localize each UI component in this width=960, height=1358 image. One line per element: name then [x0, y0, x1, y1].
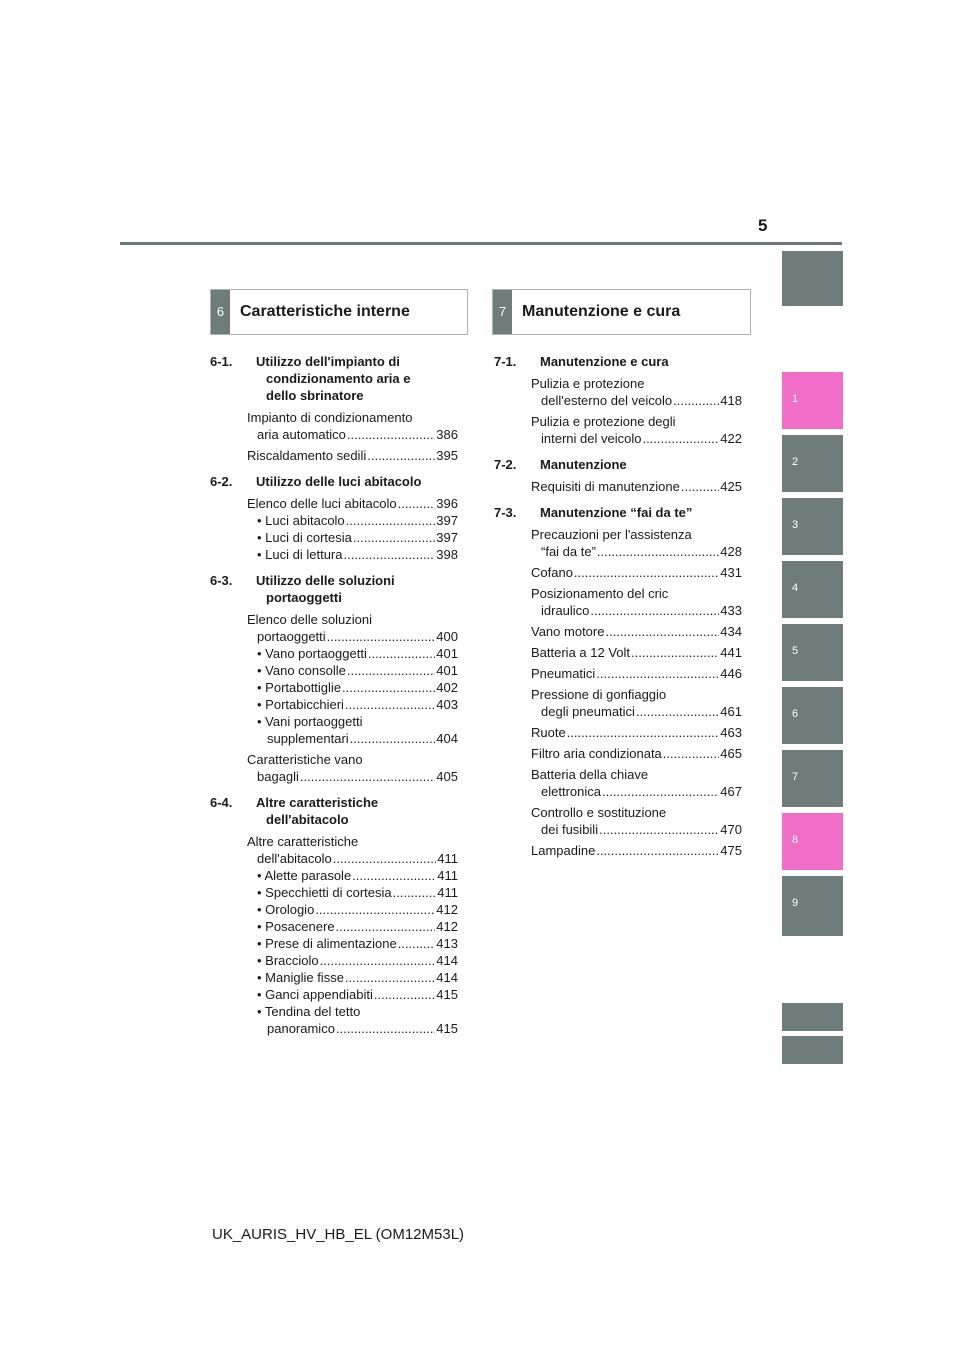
toc-right: 7-1. Manutenzione e cura Pulizia e prote… — [494, 353, 742, 862]
toc-section: 7-1. Manutenzione e cura Pulizia e prote… — [494, 353, 742, 447]
toc-entry[interactable]: Pressione di gonfiaggio degli pneumatici… — [531, 686, 742, 720]
chapter-tab-1[interactable]: 1 — [782, 372, 843, 429]
toc-entry[interactable]: Lampadine475 — [531, 842, 742, 859]
toc-entry[interactable]: Batteria della chiave elettronica467 — [531, 766, 742, 800]
toc-entry[interactable]: Elenco delle luci abitacolo396 • Luci ab… — [247, 495, 458, 563]
toc-entry[interactable]: Vano motore434 — [531, 623, 742, 640]
toc-left: 6-1. Utilizzo dell'impianto di condiziona… — [210, 353, 458, 1040]
toc-entry[interactable]: Cofano431 — [531, 564, 742, 581]
toc-section: 7-2. Manutenzione Requisiti di manutenzi… — [494, 456, 742, 495]
chapter-tab-9[interactable]: 9 — [782, 876, 843, 936]
chapter-tab-5[interactable]: 5 — [782, 624, 843, 681]
chapter-tab-7[interactable]: 7 — [782, 750, 843, 807]
section-title: Caratteristiche interne — [240, 303, 410, 320]
toc-entry[interactable]: Requisiti di manutenzione425 — [531, 478, 742, 495]
chapter-tab-4[interactable]: 4 — [782, 561, 843, 618]
toc-section: 6-4. Altre caratteristiche dell'abitacolo… — [210, 794, 458, 1037]
toc-entry[interactable]: Caratteristiche vano bagagli405 — [247, 751, 458, 785]
toc-entry[interactable]: Pulizia e protezione dell'esterno del ve… — [531, 375, 742, 409]
toc-section: 6-2. Utilizzo delle luci abitacolo Elenc… — [210, 473, 458, 563]
top-rule — [120, 242, 842, 245]
toc-entry[interactable]: Ruote463 — [531, 724, 742, 741]
chapter-tab-2[interactable]: 2 — [782, 435, 843, 492]
chapter-tabs: 1 2 3 4 5 6 7 8 9 — [782, 0, 843, 1358]
toc-entry[interactable]: Riscaldamento sedili395 — [247, 447, 458, 464]
toc-section: 7-3. Manutenzione “fai da te” Precauzion… — [494, 504, 742, 859]
chapter-tab-6[interactable]: 6 — [782, 687, 843, 744]
index-tab-a[interactable] — [782, 1003, 843, 1031]
index-tab-b[interactable] — [782, 1036, 843, 1064]
toc-section: 6-3. Utilizzo delle soluzioni portaoggett… — [210, 572, 458, 785]
toc-section: 6-1. Utilizzo dell'impianto di condiziona… — [210, 353, 458, 464]
section-header-7: 7 Manutenzione e cura — [492, 289, 751, 335]
section-title: Manutenzione e cura — [522, 303, 681, 320]
chapter-tab-blank[interactable] — [782, 251, 843, 306]
chapter-tab-8[interactable]: 8 — [782, 813, 843, 870]
toc-entry[interactable]: Posizionamento del cric idraulico433 — [531, 585, 742, 619]
section-header-6: 6 Caratteristiche interne — [210, 289, 468, 335]
page-number: 5 — [758, 216, 768, 235]
toc-entry[interactable]: Precauzioni per l'assistenza “fai da te”… — [531, 526, 742, 560]
chapter-tab-3[interactable]: 3 — [782, 498, 843, 555]
toc-entry[interactable]: Batteria a 12 Volt441 — [531, 644, 742, 661]
toc-entry[interactable]: Impianto di condizionamento aria automat… — [247, 409, 458, 443]
toc-entry[interactable]: Elenco delle soluzioni portaoggetti400 •… — [247, 611, 458, 747]
toc-entry[interactable]: Filtro aria condizionata465 — [531, 745, 742, 762]
toc-entry[interactable]: Altre caratteristiche dell'abitacolo411 … — [247, 833, 458, 1037]
toc-entry[interactable]: Pulizia e protezione degli interni del v… — [531, 413, 742, 447]
document-footer: UK_AURIS_HV_HB_EL (OM12M53L) — [212, 1226, 465, 1243]
toc-entry[interactable]: Controllo e sostituzione dei fusibili470 — [531, 804, 742, 838]
toc-entry[interactable]: Pneumatici446 — [531, 665, 742, 682]
